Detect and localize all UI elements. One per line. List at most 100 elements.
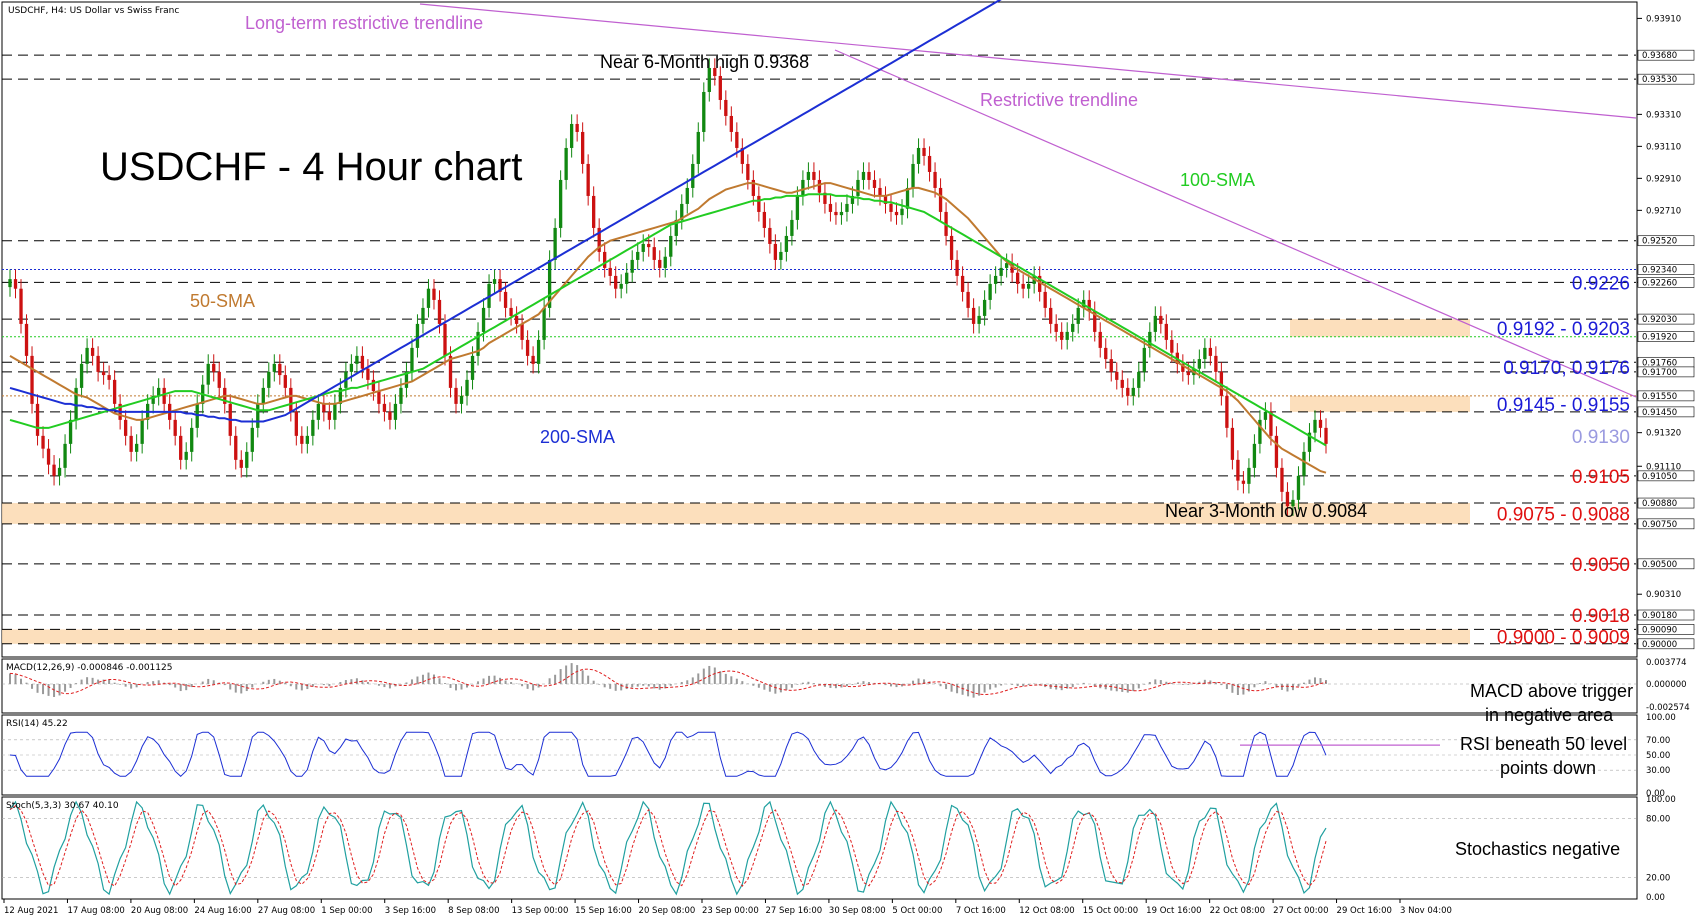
candle-body-201 — [1115, 371, 1119, 380]
candle-body-65 — [366, 368, 370, 380]
price-tag-box-11 — [1637, 470, 1695, 482]
candle-body-3 — [24, 323, 29, 356]
candle-body-185 — [1027, 283, 1031, 289]
candle-body-91 — [509, 307, 513, 316]
candle-body-50 — [283, 375, 287, 388]
candle-body-139 — [773, 243, 778, 260]
macd-tick-1: 0.000000 — [1646, 680, 1687, 690]
price-tag-1: 0.93530 — [1642, 75, 1677, 85]
candle-body-49 — [278, 363, 282, 376]
candle-body-127 — [707, 67, 711, 92]
candle-body-174 — [966, 291, 970, 308]
candle-body-11 — [68, 419, 73, 444]
candle-body-88 — [492, 279, 497, 284]
date-tick-15: 7 Oct 16:00 — [956, 906, 1006, 916]
candle-body-203 — [1126, 387, 1130, 396]
date-tick-1: 17 Aug 08:00 — [67, 906, 124, 916]
candle-body-10 — [63, 443, 67, 468]
date-tick-10: 20 Sep 08:00 — [639, 906, 696, 916]
candle-body-217 — [1203, 347, 1207, 360]
price-tag-box-9 — [1637, 390, 1695, 402]
long-term-trendline — [419, 3, 1637, 119]
candle-body-111 — [619, 283, 623, 289]
sma50-label: 50-SMA — [190, 291, 255, 311]
candle-body-223 — [1236, 459, 1240, 481]
candle-body-37 — [212, 363, 216, 372]
candle-body-218 — [1208, 347, 1213, 356]
candle-body-45 — [256, 403, 260, 428]
candle-body-14 — [85, 347, 89, 364]
price-tag-13: 0.90750 — [1642, 520, 1677, 530]
macd-annotation-line2: in negative area — [1485, 705, 1614, 725]
candle-body-85 — [476, 331, 480, 356]
candle-body-227 — [1258, 419, 1262, 444]
date-tick-6: 3 Sep 16:00 — [385, 906, 436, 916]
candle-body-114 — [636, 251, 640, 260]
band-9 — [2, 629, 1470, 644]
candle-body-4 — [30, 355, 34, 404]
stoch-d-line — [9, 805, 1327, 887]
candle-body-202 — [1120, 379, 1124, 388]
date-axis: 12 Aug 2021 17 Aug 08:00 20 Aug 08:00 24 Au… — [3, 899, 1452, 916]
date-tick-11: 23 Sep 00:00 — [702, 906, 759, 916]
candle-body-233 — [1291, 499, 1295, 507]
support-resistance-bands — [2, 319, 1470, 644]
candle-body-133 — [740, 147, 744, 164]
candle-body-168 — [933, 171, 937, 188]
candle-body-225 — [1247, 467, 1251, 484]
candle-body-62 — [349, 363, 354, 372]
candle-body-30 — [173, 419, 177, 436]
price-tick-4: 0.92710 — [1646, 206, 1681, 216]
date-tick-17: 15 Oct 00:00 — [1083, 906, 1138, 916]
date-tick-12: 27 Sep 16:00 — [765, 906, 822, 916]
candle-body-171 — [949, 235, 954, 260]
candle-body-236 — [1307, 432, 1312, 452]
rsi-annotation-line2: points down — [1500, 758, 1596, 778]
candle-body-72 — [404, 371, 409, 388]
candle-body-23 — [134, 443, 139, 452]
candle-body-8 — [52, 464, 56, 476]
candle-body-107 — [597, 227, 601, 252]
date-tick-8: 13 Sep 00:00 — [512, 906, 569, 916]
candle-body-112 — [625, 272, 629, 284]
candle-body-58 — [327, 411, 332, 420]
level-labels: 0.9226 0.9192 - 0.9203 0.9170, 0.9176 0.914… — [1497, 273, 1630, 648]
candle-body-151 — [839, 211, 844, 216]
candle-body-102 — [569, 123, 574, 148]
candle-body-0 — [8, 279, 12, 288]
candle-body-158 — [878, 187, 882, 196]
price-tag-15: 0.90180 — [1642, 611, 1677, 621]
candle-body-193 — [1071, 323, 1075, 332]
price-tag-2: 0.92520 — [1642, 237, 1677, 247]
candle-body-60 — [338, 387, 343, 404]
price-tag-6: 0.91920 — [1642, 333, 1677, 343]
candle-body-2 — [19, 288, 23, 324]
band-3 — [1290, 395, 1470, 412]
candle-body-94 — [525, 339, 530, 356]
candle-body-84 — [470, 355, 475, 380]
candle-body-141 — [784, 235, 789, 252]
price-tag-0: 0.93680 — [1642, 51, 1677, 61]
price-tick-3: 0.92910 — [1646, 174, 1681, 184]
macd-plot: 0.003774 0.000000 -0.002574 — [2, 658, 1690, 713]
candle-body-115 — [641, 243, 645, 252]
candle-body-22 — [129, 435, 133, 452]
candle-body-95 — [531, 355, 535, 364]
band-1 — [1290, 319, 1470, 337]
price-tick-8: 0.90310 — [1646, 590, 1681, 600]
candle-body-224 — [1241, 480, 1246, 484]
date-tick-16: 12 Oct 08:00 — [1019, 906, 1074, 916]
rsi-line — [9, 731, 1327, 777]
candle-body-79 — [443, 323, 447, 356]
candle-body-182 — [1010, 263, 1014, 273]
candle-body-231 — [1280, 467, 1284, 492]
candle-body-73 — [410, 347, 414, 372]
candle-body-16 — [96, 355, 100, 372]
candle-body-190 — [1054, 323, 1058, 332]
sma100-label: 100-SMA — [1180, 170, 1255, 190]
candle-body-33 — [190, 427, 194, 452]
candle-body-216 — [1197, 359, 1202, 369]
candle-body-146 — [812, 171, 816, 180]
trendlines — [419, 3, 1637, 398]
candle-body-43 — [245, 451, 249, 468]
